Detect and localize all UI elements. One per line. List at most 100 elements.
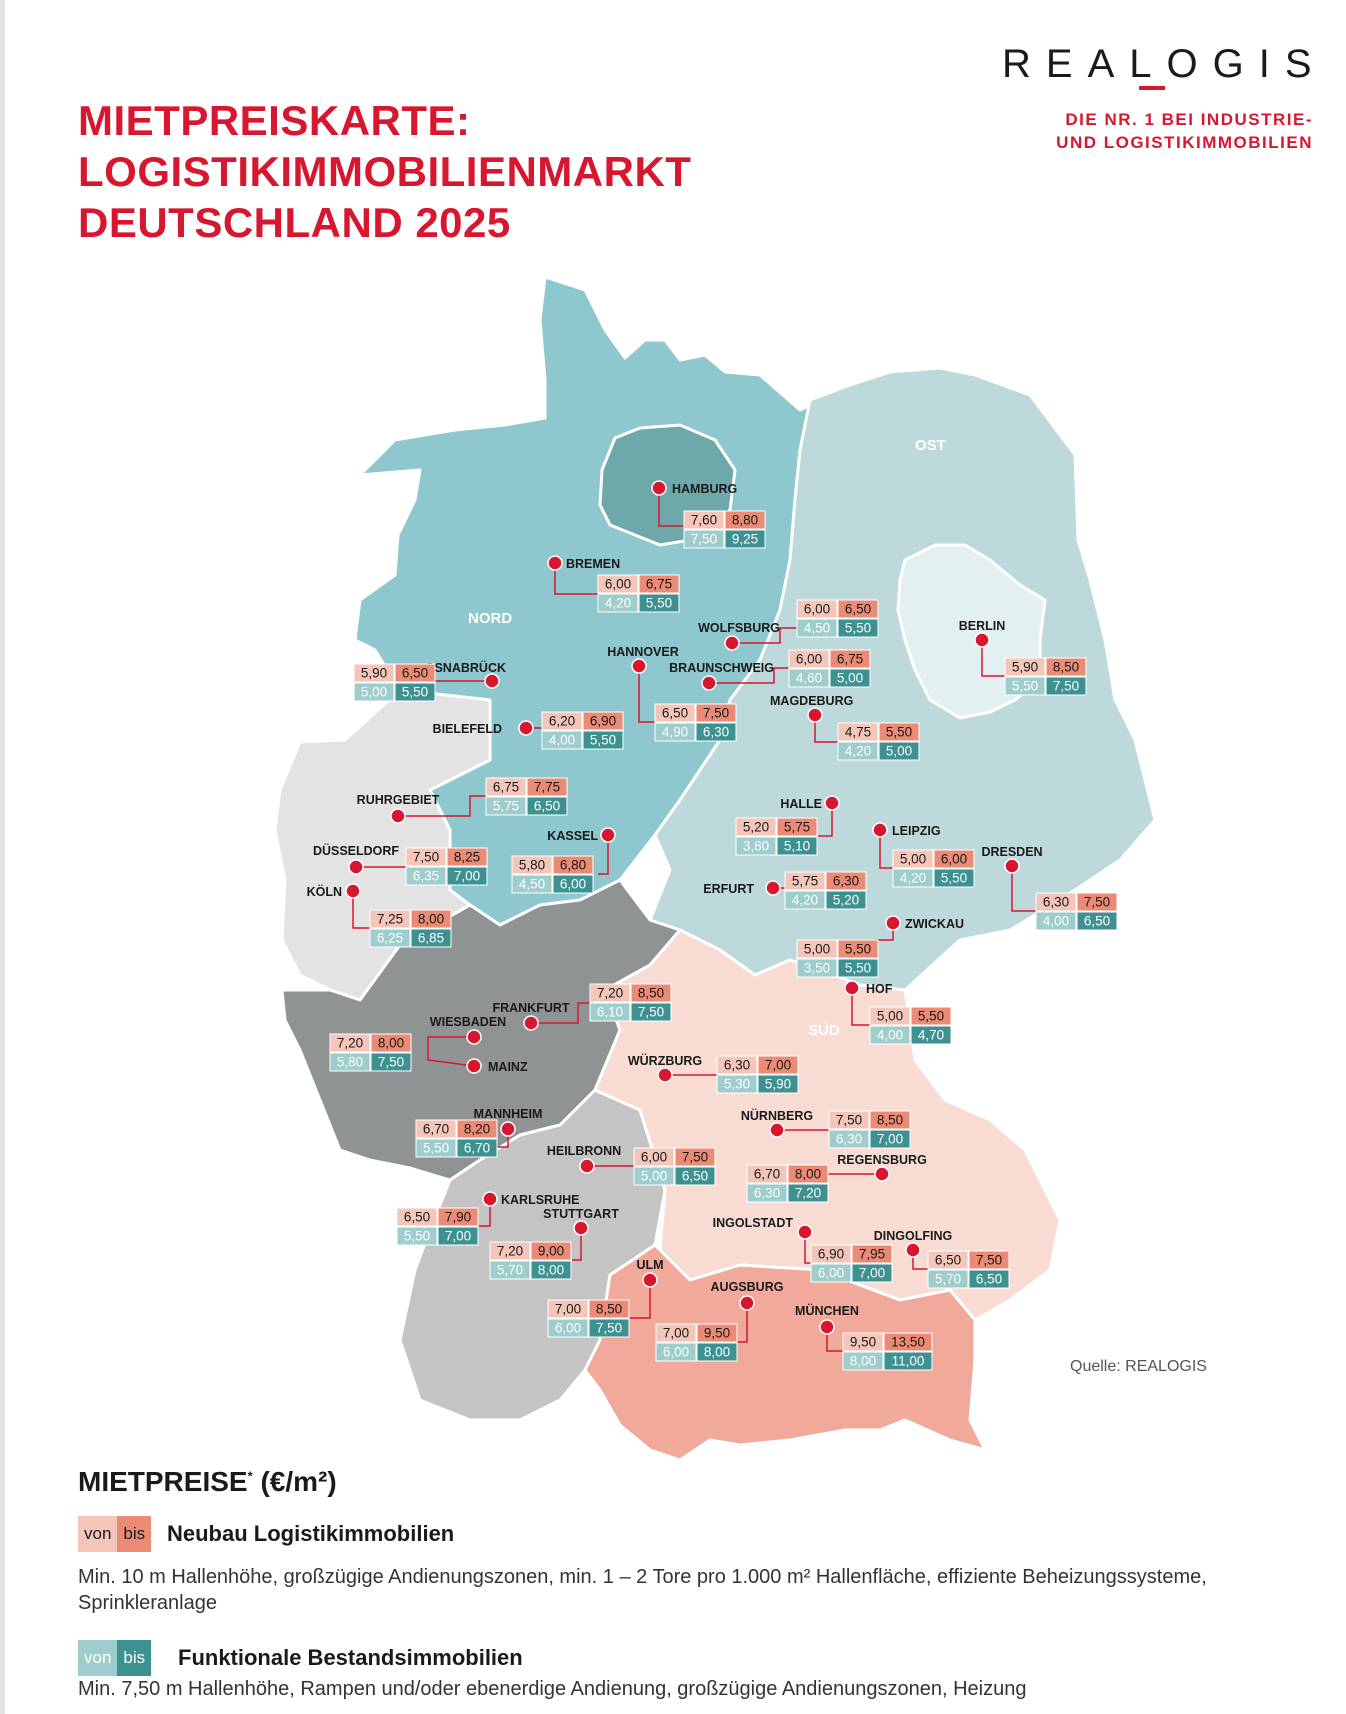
- price-value-bremen-bestand-von: 4,20: [605, 596, 631, 611]
- price-value-braunschweig-bestand-bis: 5,00: [837, 671, 863, 686]
- price-cell-halle-bestand-bis: [776, 836, 818, 856]
- price-value-ingolstadt-neubau-von: 6,90: [818, 1247, 844, 1262]
- price-value-hamburg-bestand-von: 7,50: [691, 532, 717, 547]
- price-value-dresden-neubau-bis: 7,50: [1084, 895, 1110, 910]
- price-cell-dingolfing-bestand-von: [927, 1269, 969, 1289]
- price-value-zwickau-bestand-von: 3,50: [804, 961, 830, 976]
- legend-swatch-bestand: von bis: [78, 1640, 152, 1676]
- price-value-regensburg-bestand-von: 6,30: [754, 1186, 780, 1201]
- legend-title-text: MIETPREISE: [78, 1466, 248, 1497]
- price-cell-magdeburg-bestand-bis: [878, 741, 920, 761]
- price-value-heilbronn-bestand-bis: 6,50: [682, 1169, 708, 1184]
- city-markers: HAMBURG 7,60 8,80 7,50 9,25 BREMEN 6,00 6,75 4,2…: [307, 480, 1118, 1371]
- city-dot-duesseldorf: [348, 859, 364, 875]
- price-cell-dresden-neubau-von: [1035, 892, 1077, 912]
- price-value-kassel-neubau-bis: 6,80: [560, 858, 586, 873]
- city-dot-frankfurt: [523, 1015, 539, 1031]
- price-value-dingolfing-neubau-bis: 7,50: [976, 1253, 1002, 1268]
- price-value-mannheim-bestand-von: 5,50: [423, 1141, 449, 1156]
- city-label-hof: HOF: [866, 982, 893, 996]
- price-value-duesseldorf-bestand-von: 6,35: [413, 869, 439, 884]
- price-value-bremen-neubau-bis: 6,75: [646, 577, 672, 592]
- price-value-leipzig-neubau-bis: 6,00: [941, 852, 967, 867]
- price-value-ruhrgebiet-bestand-bis: 6,50: [534, 799, 560, 814]
- price-cell-wolfsburg-bestand-von: [796, 618, 838, 638]
- price-cell-zwickau-bestand-von: [796, 958, 838, 978]
- price-cell-wuerzburg-neubau-bis: [757, 1055, 799, 1075]
- city-label-leipzig: LEIPZIG: [892, 824, 941, 838]
- city-dot-hannover: [631, 658, 647, 674]
- logo-claim: DIE NR. 1 BEI INDUSTRIE- UND LOGISTIKIMM…: [1008, 108, 1313, 154]
- city-label-frankfurt: FRANKFURT: [492, 1001, 569, 1015]
- price-value-magdeburg-neubau-von: 4,75: [845, 725, 871, 740]
- price-value-braunschweig-neubau-von: 6,00: [796, 652, 822, 667]
- title-line-2: LOGISTIKIMMOBILIENMARKT: [78, 148, 692, 195]
- logo-claim-line-1: DIE NR. 1 BEI INDUSTRIE-: [1065, 110, 1313, 129]
- price-cell-bielefeld-neubau-bis: [582, 711, 624, 731]
- price-value-augsburg-neubau-bis: 9,50: [704, 1326, 730, 1341]
- price-value-hannover-neubau-von: 6,50: [662, 706, 688, 721]
- price-value-bielefeld-neubau-von: 6,20: [549, 714, 575, 729]
- price-cell-regensburg-neubau-von: [746, 1164, 788, 1184]
- price-value-dingolfing-neubau-von: 6,50: [935, 1253, 961, 1268]
- price-cell-dingolfing-neubau-bis: [968, 1250, 1010, 1270]
- city-dot-bremen: [547, 555, 563, 571]
- price-cell-braunschweig-bestand-bis: [829, 668, 871, 688]
- city-label-mainz: MAINZ: [488, 1060, 528, 1074]
- city-dot-mainz: [466, 1058, 482, 1074]
- city-label-hannover: HANNOVER: [607, 645, 679, 659]
- price-value-hof-bestand-von: 4,00: [877, 1028, 903, 1043]
- price-value-wiesbaden-neubau-von: 7,20: [337, 1036, 363, 1051]
- leader-line-bremen: [554, 563, 598, 595]
- legend-bestand-von: von: [78, 1640, 118, 1676]
- price-cell-kassel-neubau-bis: [552, 855, 594, 875]
- price-value-muenchen-bestand-bis: 11,00: [892, 1354, 925, 1369]
- price-value-frankfurt-neubau-bis: 8,50: [638, 986, 664, 1001]
- price-value-wolfsburg-bestand-bis: 5,50: [845, 621, 871, 636]
- price-value-erfurt-bestand-bis: 5,20: [833, 893, 859, 908]
- price-value-bremen-neubau-von: 6,00: [605, 577, 631, 592]
- price-cell-dingolfing-neubau-von: [927, 1250, 969, 1270]
- price-value-ingolstadt-bestand-von: 6,00: [818, 1266, 844, 1281]
- price-cell-ingolstadt-neubau-bis: [851, 1244, 893, 1264]
- city-label-kassel: KASSEL: [547, 829, 598, 843]
- price-value-dresden-neubau-von: 6,30: [1043, 895, 1069, 910]
- price-cell-augsburg-bestand-bis: [696, 1342, 738, 1362]
- price-value-augsburg-bestand-von: 6,00: [663, 1345, 689, 1360]
- city-dot-dresden: [1004, 858, 1020, 874]
- price-cell-bremen-neubau-bis: [638, 574, 680, 594]
- price-cell-dresden-bestand-von: [1035, 911, 1077, 931]
- city-dot-koeln: [345, 883, 361, 899]
- price-cell-nuernberg-bestand-von: [828, 1129, 870, 1149]
- price-cell-erfurt-neubau-bis: [825, 871, 867, 891]
- price-cell-regensburg-bestand-von: [746, 1183, 788, 1203]
- city-label-berlin: BERLIN: [959, 619, 1006, 633]
- price-cell-duesseldorf-bestand-bis: [446, 866, 488, 886]
- city-dot-hamburg: [651, 480, 667, 496]
- price-value-karlsruhe-bestand-bis: 7,00: [445, 1229, 471, 1244]
- leader-line-berlin: [981, 640, 1005, 677]
- price-value-dingolfing-bestand-bis: 6,50: [976, 1272, 1002, 1287]
- city-dot-ruhrgebiet: [390, 808, 406, 824]
- price-value-wiesbaden-bestand-von: 5,80: [337, 1055, 363, 1070]
- price-value-braunschweig-bestand-von: 4,60: [796, 671, 822, 686]
- legend-neubau-title: Neubau Logistikimmobilien: [167, 1521, 455, 1546]
- price-cell-mannheim-bestand-von: [415, 1138, 457, 1158]
- price-cell-muenchen-bestand-bis: [883, 1351, 933, 1371]
- price-value-halle-neubau-von: 5,20: [743, 820, 769, 835]
- price-value-bielefeld-bestand-von: 4,00: [549, 733, 575, 748]
- price-cell-hof-neubau-bis: [910, 1006, 952, 1026]
- price-value-regensburg-neubau-von: 6,70: [754, 1167, 780, 1182]
- price-value-stuttgart-bestand-bis: 8,00: [538, 1263, 564, 1278]
- city-label-regensburg: REGENSBURG: [837, 1153, 927, 1167]
- price-value-kassel-neubau-von: 5,80: [519, 858, 545, 873]
- price-value-wuerzburg-neubau-bis: 7,00: [765, 1058, 791, 1073]
- price-value-karlsruhe-neubau-bis: 7,90: [445, 1210, 471, 1225]
- price-value-ulm-neubau-bis: 8,50: [596, 1302, 622, 1317]
- price-value-stuttgart-neubau-bis: 9,00: [538, 1244, 564, 1259]
- price-cell-heilbronn-bestand-bis: [674, 1166, 716, 1186]
- price-value-muenchen-neubau-bis: 13,50: [891, 1335, 925, 1350]
- legend-neubau-text: Min. 10 m Hallenhöhe, großzügige Andienu…: [78, 1566, 1207, 1614]
- price-cell-zwickau-neubau-von: [796, 939, 838, 959]
- legend-bestand-title: Funktionale Bestandsimmobilien: [178, 1645, 523, 1670]
